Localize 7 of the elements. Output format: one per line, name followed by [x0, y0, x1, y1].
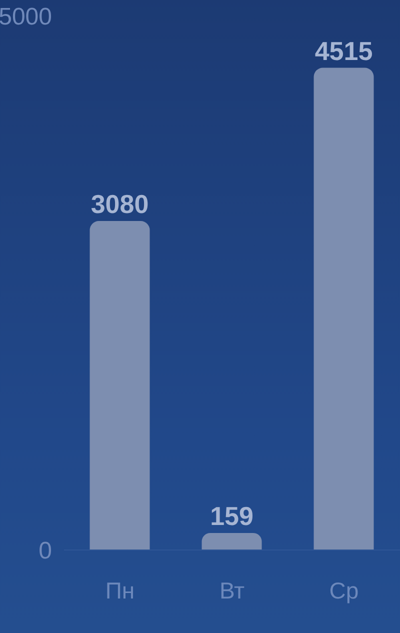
y-tick-label: 0: [38, 538, 52, 565]
x-tick-label: Пн: [105, 577, 135, 604]
data-label: 4515: [314, 36, 373, 66]
data-label: 159: [210, 501, 254, 532]
data-label: 3080: [90, 189, 149, 220]
x-tick-label: Ср: [329, 577, 359, 604]
x-tick-label: Вт: [219, 577, 246, 604]
